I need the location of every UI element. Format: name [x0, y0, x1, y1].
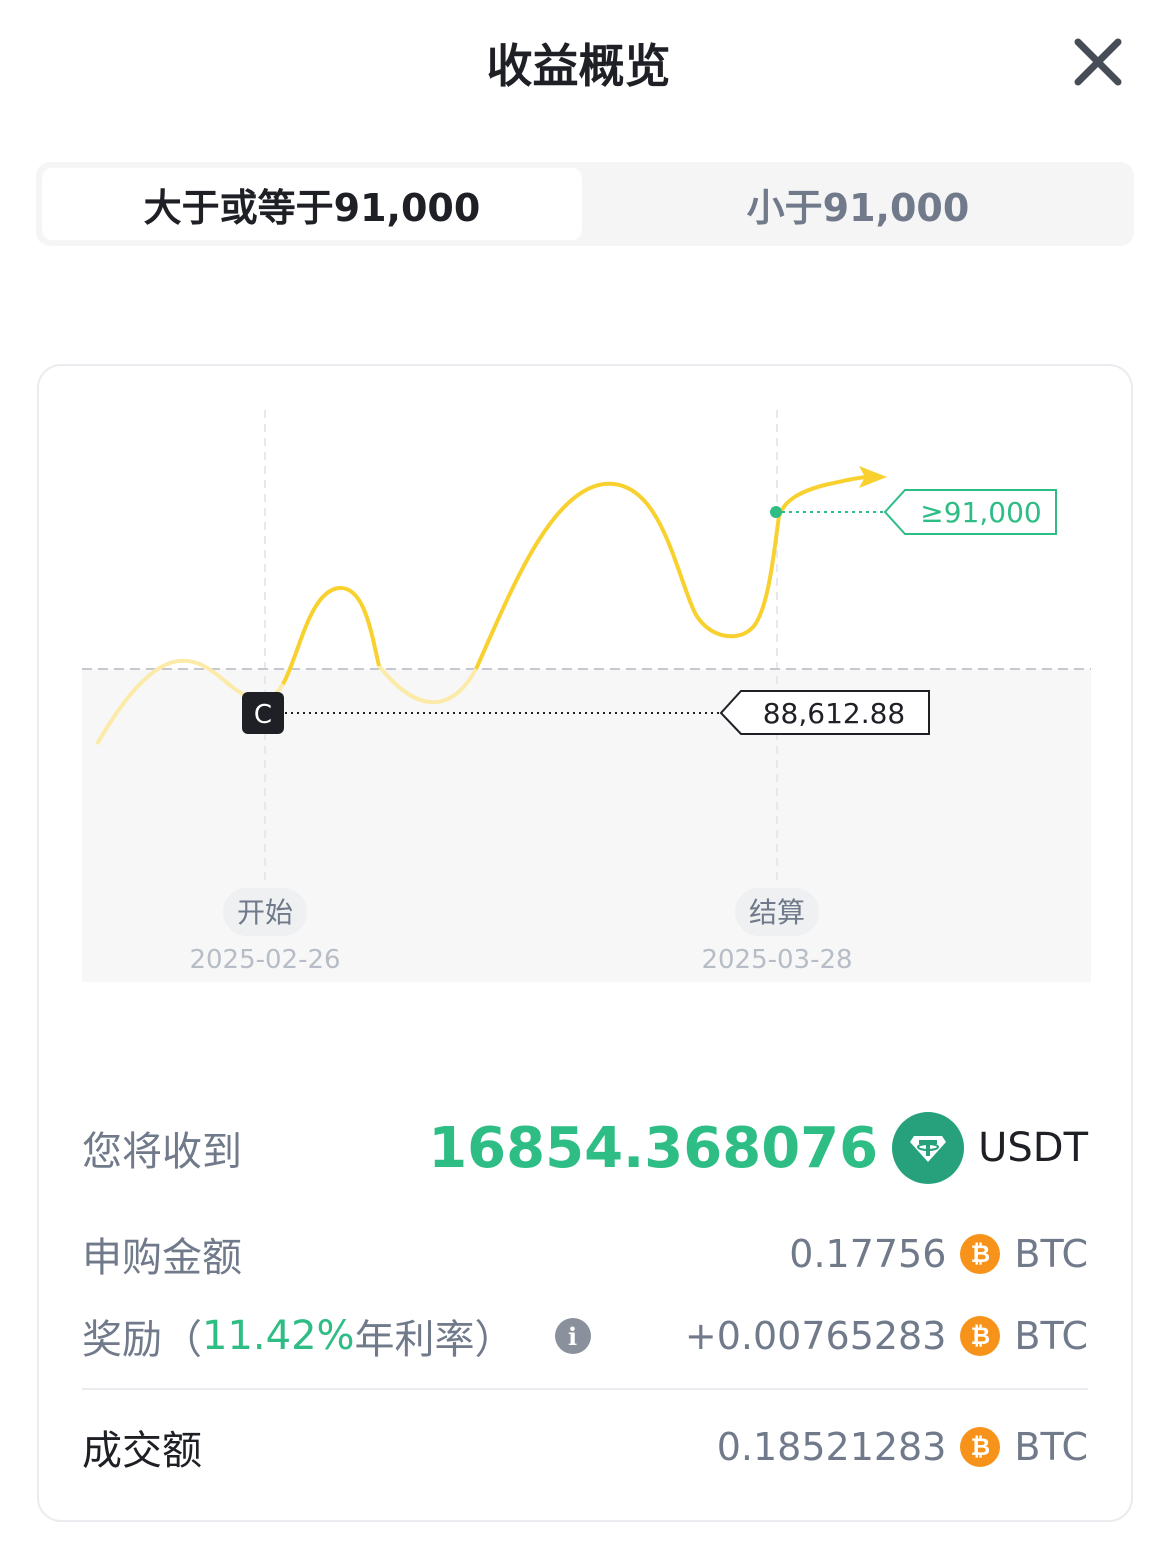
start-pill	[223, 888, 307, 936]
price-curve	[281, 586, 381, 685]
settle-pill	[735, 888, 819, 936]
receive-row: 您将收到 16854.368076 USDT	[82, 1110, 1088, 1186]
deal-label: 成交额	[82, 1428, 202, 1474]
target-dot	[770, 506, 782, 518]
deal-unit: BTC	[1014, 1425, 1088, 1469]
reward-label-suffix: 年利率）	[354, 1317, 515, 1363]
close-icon	[1074, 38, 1122, 86]
btc-icon: ₿	[960, 1316, 1001, 1356]
current-price-value: 88,612.88	[763, 697, 906, 730]
reward-row: 奖励（ 11.42% 年利率） i +0.00765283 ₿ BTC	[82, 1308, 1088, 1364]
subscribe-label: 申购金额	[82, 1235, 242, 1281]
receive-value: 16854.368076	[428, 1115, 879, 1181]
deal-row: 成交额 0.18521283 ₿ BTC	[82, 1418, 1088, 1476]
below-target-zone	[82, 669, 1091, 982]
reward-unit: BTC	[1014, 1314, 1088, 1358]
price-curve-main	[474, 481, 781, 670]
subscribe-unit: BTC	[1014, 1232, 1088, 1276]
btc-icon: ₿	[960, 1234, 1001, 1274]
tab-below-target[interactable]: 小于91,000	[746, 185, 970, 230]
reward-label: 奖励（ 11.42% 年利率） i	[82, 1307, 591, 1365]
target-label: ≥91,000	[920, 496, 1041, 529]
outcome-tabs: 大于或等于91,000 小于91,000	[36, 162, 1134, 246]
price-curve-faded-mid	[377, 664, 478, 705]
receive-amount: 16854.368076 USDT	[428, 1112, 1088, 1184]
reward-value: +0.00765283	[684, 1314, 947, 1358]
page-title: 收益概览	[486, 39, 671, 93]
summary-divider	[82, 1388, 1088, 1390]
settle-date: 2025-03-28	[701, 945, 852, 975]
close-button[interactable]	[1070, 34, 1126, 90]
target-tag	[883, 489, 1057, 535]
deal-value: 0.18521283	[716, 1425, 947, 1469]
usdt-icon	[892, 1112, 965, 1184]
settle-label: 结算	[749, 896, 805, 929]
start-price-badge	[242, 692, 284, 734]
start-date: 2025-02-26	[189, 945, 340, 975]
btc-icon: ₿	[960, 1427, 1001, 1467]
subscribe-value: 0.17756	[789, 1232, 947, 1276]
reward-label-prefix: 奖励（	[82, 1317, 202, 1363]
subscribe-row: 申购金额 0.17756 ₿ BTC	[82, 1226, 1088, 1282]
start-label: 开始	[237, 896, 293, 929]
reward-rate: 11.42%	[202, 1313, 355, 1359]
tab-above-target[interactable]: 大于或等于91,000	[42, 168, 582, 240]
current-price-tag	[719, 690, 930, 735]
receive-label: 您将收到	[82, 1129, 242, 1175]
price-curve-tail	[777, 475, 868, 517]
trend-arrow-icon	[859, 466, 887, 488]
receive-unit: USDT	[978, 1125, 1088, 1171]
price-scenario-chart: ≥91,000 C 88,612.88 开始 2025-02-26 结算 202…	[82, 410, 1091, 982]
start-badge-label: C	[254, 700, 272, 730]
info-icon[interactable]: i	[554, 1318, 591, 1354]
